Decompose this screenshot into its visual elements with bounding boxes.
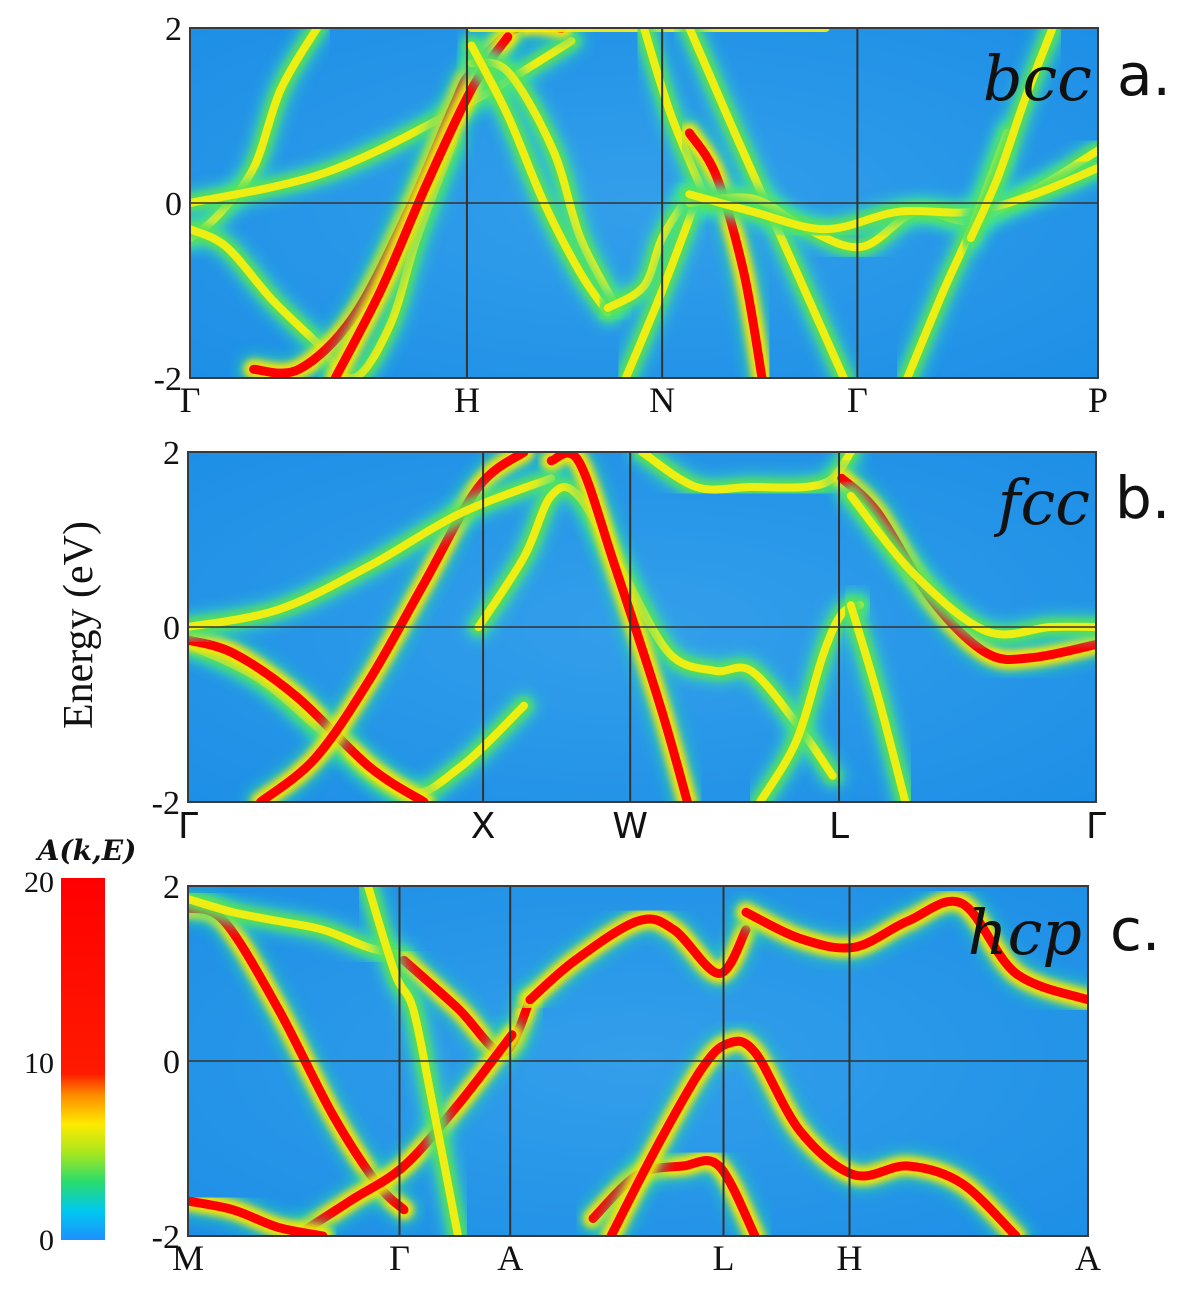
kpoint-label: Γ: [389, 1238, 410, 1278]
colorbar-gradient: [61, 878, 105, 1240]
structure-label: bcc: [983, 42, 1092, 115]
kpoint-label: Γ: [1086, 806, 1106, 847]
plot-frame: [187, 451, 1097, 803]
y-tick-label: -2: [152, 785, 180, 822]
plot-frame: [189, 27, 1099, 379]
band-4: [188, 463, 567, 642]
kpoint-label: P: [1088, 380, 1108, 420]
y-tick-label: 0: [163, 1044, 180, 1081]
band-3: [243, 452, 541, 802]
kpoint-label: L: [713, 1238, 735, 1278]
kpoint-label: M: [172, 1238, 204, 1278]
y-tick-label: 2: [163, 435, 180, 472]
band-2: [188, 623, 442, 802]
colorbar-tick-bottom: 0: [39, 1224, 54, 1257]
band-15: [674, 153, 1098, 245]
band-10: [188, 1184, 340, 1236]
structure-label: fcc: [994, 466, 1090, 539]
y-tick-label: 0: [163, 610, 180, 647]
kpoint-label: N: [649, 380, 675, 420]
kpoint-label: L: [829, 806, 849, 847]
band-6: [279, 1017, 529, 1236]
colorbar-tick-top: 20: [24, 866, 54, 899]
structure-label: hcp: [968, 896, 1082, 969]
y-axis-label: Energy (eV): [56, 521, 102, 729]
colorbar-title: A(k,E): [35, 834, 137, 867]
band-17: [955, 28, 1068, 253]
panel-letter: a.: [1117, 41, 1171, 109]
band-5: [729, 886, 1088, 1017]
band-6: [534, 452, 705, 802]
kpoint-label: Γ: [847, 380, 868, 420]
y-tick-label: -2: [154, 361, 182, 398]
band-layer: [188, 452, 1096, 802]
plot-frame: [187, 885, 1089, 1237]
kpoint-label: A: [1075, 1238, 1101, 1278]
band-7: [353, 886, 473, 1236]
y-tick-label: 0: [165, 186, 182, 223]
panel-letter: b.: [1115, 464, 1170, 532]
panel-letter: c.: [1110, 896, 1160, 964]
band-4: [513, 902, 763, 1017]
kpoint-label: H: [837, 1238, 863, 1278]
band-12: [672, 116, 779, 378]
y-tick-label: 2: [165, 11, 182, 48]
kpoint-label: Γ: [178, 806, 198, 847]
kpoint-label: H: [454, 380, 480, 420]
kpoint-label: W: [612, 806, 648, 847]
colorbar: A(k,E) 20 10 0: [24, 834, 136, 1257]
y-tick-label: 2: [163, 869, 180, 906]
band-6: [456, 47, 632, 323]
band-9: [594, 1024, 1033, 1236]
band-layer: [188, 886, 1088, 1236]
kpoint-label: X: [471, 806, 496, 847]
kpoint-label: A: [497, 1238, 523, 1278]
colorbar-tick-mid: 10: [24, 1047, 54, 1080]
y-tick-label: -2: [152, 1219, 180, 1256]
kpoint-label: Γ: [180, 380, 201, 420]
